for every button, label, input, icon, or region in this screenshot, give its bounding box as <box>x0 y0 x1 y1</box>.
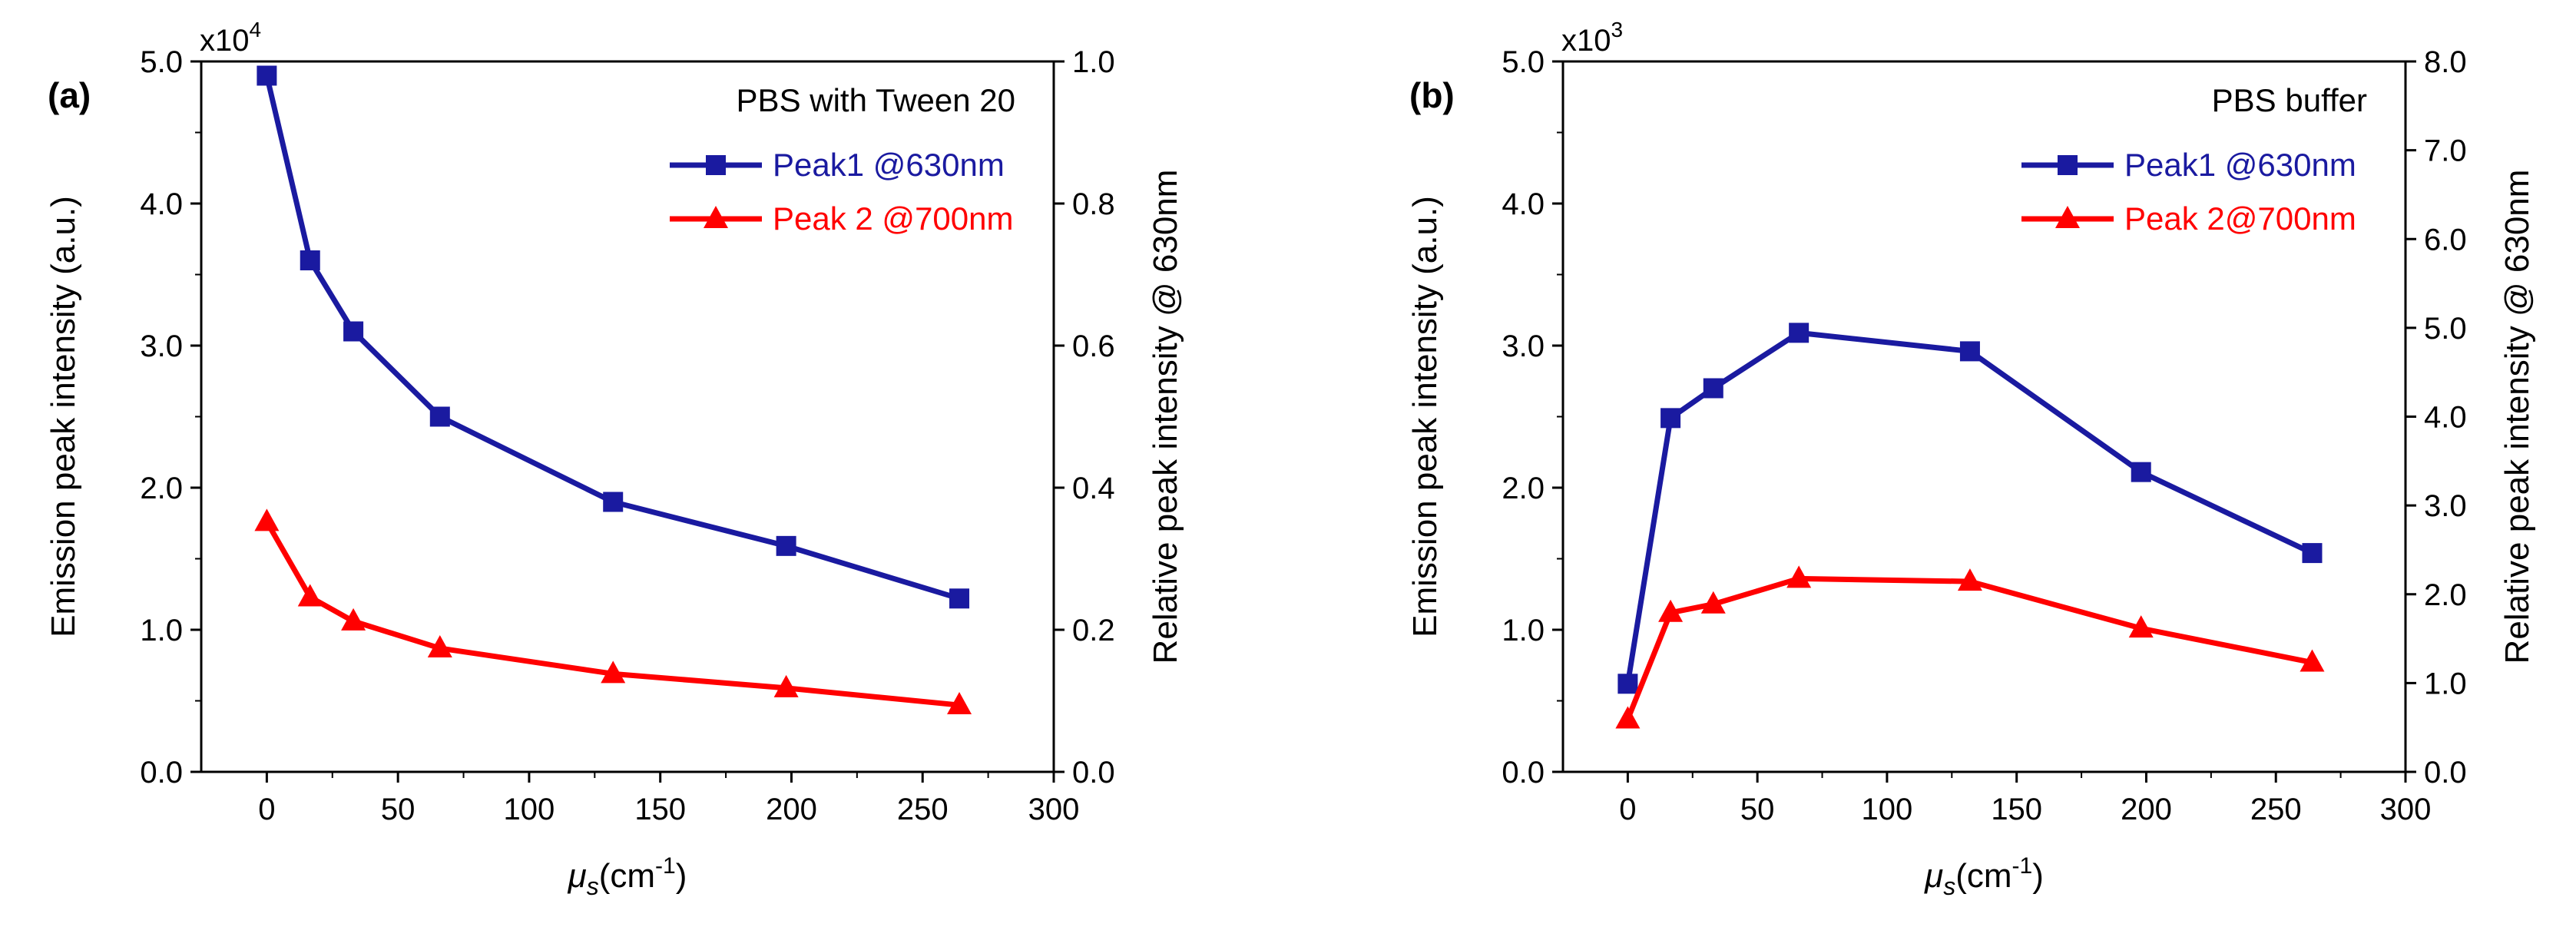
x-tick-label: 100 <box>504 793 555 826</box>
series-1-point <box>1703 378 1723 399</box>
y2-tick-label: 0.8 <box>1072 187 1115 221</box>
y2-tick-label: 4.0 <box>2424 401 2467 435</box>
y-tick-label: 1.0 <box>1502 614 1545 647</box>
legend-condition-title: PBS with Tween 20 <box>737 82 1015 118</box>
x-tick-label: 300 <box>2380 793 2432 826</box>
y2-tick-label: 7.0 <box>2424 134 2467 168</box>
series-1-point <box>603 492 624 512</box>
legend-marker-1 <box>706 155 726 175</box>
series-1-point <box>429 406 450 427</box>
y-tick-label: 5.0 <box>1502 45 1545 79</box>
x-tick-label: 50 <box>381 793 416 826</box>
series-1-point <box>257 65 277 86</box>
y-multiplier-label: x103 <box>1561 18 1623 58</box>
legend-marker-2 <box>2055 206 2080 228</box>
x-tick-label: 0 <box>1619 793 1636 826</box>
series-2-point <box>2128 615 2154 638</box>
series-1-point <box>300 250 320 270</box>
series-1-point <box>1959 341 1980 362</box>
y-tick-label: 3.0 <box>140 329 183 363</box>
series-1-point <box>1617 674 1638 694</box>
series-2-point <box>1786 565 1812 588</box>
series-2-point <box>1957 568 1982 591</box>
y2-axis-title: Relative peak intensity @ 630nm <box>2498 170 2536 664</box>
x-tick-label: 100 <box>1862 793 1913 826</box>
panel-b-chart: 0 50 100 150 200 250 3000.01.02.03.04.05.00.01… <box>1406 18 2536 900</box>
y2-tick-label: 0.6 <box>1072 329 1115 363</box>
legend-label-2: Peak 2@700nm <box>2124 200 2356 237</box>
series-1-point <box>1789 323 1809 343</box>
y-tick-label: 4.0 <box>1502 187 1545 221</box>
y-tick-label: 0.0 <box>140 756 183 790</box>
series-2-point <box>2300 649 2325 672</box>
series-2-point <box>1658 599 1684 622</box>
series-1-point <box>343 321 364 342</box>
x-tick-label: 50 <box>1740 793 1775 826</box>
series-2-point <box>601 660 626 684</box>
y2-tick-label: 6.0 <box>2424 223 2467 257</box>
legend-label-1: Peak1 @630nm <box>773 147 1005 183</box>
y-tick-label: 3.0 <box>1502 329 1545 363</box>
series-2-point <box>1615 706 1641 729</box>
x-tick-label: 250 <box>2250 793 2302 826</box>
series-1-point <box>949 588 970 609</box>
legend-condition-title: PBS buffer <box>2212 82 2367 118</box>
series-1-point <box>1660 408 1681 429</box>
legend-marker-2 <box>704 206 728 228</box>
series-1-point <box>2302 543 2323 564</box>
panel-label: (a) <box>48 75 91 115</box>
x-tick-label: 250 <box>897 793 949 826</box>
y-axis-title: Emission peak intensity (a.u.) <box>45 196 82 637</box>
x-tick-label: 0 <box>258 793 275 826</box>
legend-label-1: Peak1 @630nm <box>2124 147 2356 183</box>
y2-tick-label: 1.0 <box>2424 667 2467 700</box>
y2-tick-label: 0.2 <box>1072 614 1115 647</box>
x-axis-title: μs(cm-1) <box>568 853 687 900</box>
y-axis-title: Emission peak intensity (a.u.) <box>1406 196 1444 637</box>
y-tick-label: 2.0 <box>140 472 183 505</box>
y-tick-label: 1.0 <box>140 614 183 647</box>
y2-tick-label: 0.0 <box>1072 756 1115 790</box>
y2-tick-label: 0.4 <box>1072 472 1115 505</box>
y2-tick-label: 3.0 <box>2424 489 2467 523</box>
legend-label-2: Peak 2 @700nm <box>773 200 1013 237</box>
y2-tick-label: 1.0 <box>1072 45 1115 79</box>
y2-tick-label: 8.0 <box>2424 45 2467 79</box>
y-tick-label: 4.0 <box>140 187 183 221</box>
y-tick-label: 2.0 <box>1502 472 1545 505</box>
series-2-point <box>947 692 972 715</box>
x-tick-label: 200 <box>2121 793 2172 826</box>
y2-tick-label: 2.0 <box>2424 578 2467 612</box>
y2-axis-title: Relative peak intensity @ 630nm <box>1147 170 1184 664</box>
y-tick-label: 5.0 <box>140 45 183 79</box>
y2-tick-label: 0.0 <box>2424 756 2467 790</box>
legend-marker-1 <box>2058 155 2078 175</box>
x-tick-label: 300 <box>1028 793 1080 826</box>
y-multiplier-label: x104 <box>200 18 261 58</box>
series-2-point <box>341 608 366 631</box>
series-2-point <box>427 635 452 658</box>
x-tick-label: 200 <box>766 793 817 826</box>
x-tick-label: 150 <box>1991 793 2042 826</box>
series-2-point <box>1700 591 1726 614</box>
series-2-point <box>773 674 799 697</box>
y-tick-label: 0.0 <box>1502 756 1545 790</box>
y2-tick-label: 5.0 <box>2424 312 2467 346</box>
series-2-point <box>297 584 323 607</box>
x-axis-title: μs(cm-1) <box>1924 853 2044 900</box>
series-1-point <box>776 535 796 556</box>
series-1-point <box>2131 462 2151 482</box>
panel-a-chart: 0 50 100 150 200 250 3000.01.02.03.04.05.00.00… <box>45 18 1184 900</box>
series-2-point <box>254 508 280 531</box>
x-tick-label: 150 <box>634 793 686 826</box>
panel-label: (b) <box>1409 75 1455 115</box>
